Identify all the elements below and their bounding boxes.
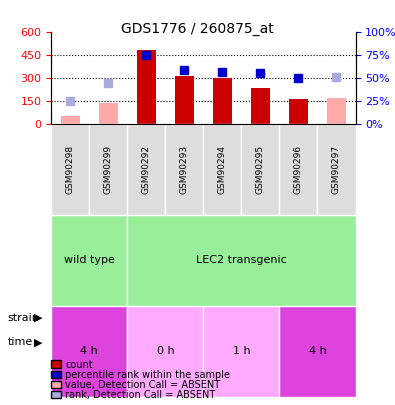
Bar bbox=[251, 88, 270, 124]
Bar bbox=[137, 49, 156, 124]
Text: ▶: ▶ bbox=[34, 337, 42, 347]
Text: GSM90297: GSM90297 bbox=[332, 145, 341, 194]
FancyBboxPatch shape bbox=[318, 124, 356, 215]
Text: 4 h: 4 h bbox=[81, 346, 98, 356]
Text: GSM90298: GSM90298 bbox=[66, 145, 75, 194]
FancyBboxPatch shape bbox=[51, 124, 89, 215]
FancyBboxPatch shape bbox=[241, 124, 279, 215]
Text: GSM90294: GSM90294 bbox=[218, 145, 227, 194]
Text: strain: strain bbox=[8, 313, 40, 323]
Text: 0 h: 0 h bbox=[156, 346, 174, 356]
FancyBboxPatch shape bbox=[203, 124, 241, 215]
Bar bbox=[289, 99, 308, 124]
Text: GSM90299: GSM90299 bbox=[104, 145, 113, 194]
Bar bbox=[175, 76, 194, 124]
Text: 1 h: 1 h bbox=[233, 346, 250, 356]
FancyBboxPatch shape bbox=[279, 124, 318, 215]
Bar bbox=[213, 78, 232, 124]
Text: GSM90293: GSM90293 bbox=[180, 145, 189, 194]
Text: GSM90295: GSM90295 bbox=[256, 145, 265, 194]
Text: 4 h: 4 h bbox=[308, 346, 326, 356]
FancyBboxPatch shape bbox=[51, 306, 127, 397]
Bar bbox=[99, 102, 118, 124]
Text: wild type: wild type bbox=[64, 255, 115, 265]
FancyBboxPatch shape bbox=[127, 124, 166, 215]
FancyBboxPatch shape bbox=[89, 124, 127, 215]
Text: value, Detection Call = ABSENT: value, Detection Call = ABSENT bbox=[65, 380, 220, 390]
FancyBboxPatch shape bbox=[279, 306, 356, 397]
FancyBboxPatch shape bbox=[127, 306, 203, 397]
Text: GSM90292: GSM90292 bbox=[142, 145, 151, 194]
FancyBboxPatch shape bbox=[166, 124, 203, 215]
FancyBboxPatch shape bbox=[51, 215, 127, 306]
FancyBboxPatch shape bbox=[127, 215, 356, 306]
Text: rank, Detection Call = ABSENT: rank, Detection Call = ABSENT bbox=[65, 390, 215, 400]
Text: GDS1776 / 260875_at: GDS1776 / 260875_at bbox=[121, 22, 274, 36]
Text: percentile rank within the sample: percentile rank within the sample bbox=[65, 370, 230, 379]
Text: time: time bbox=[8, 337, 33, 347]
Text: count: count bbox=[65, 360, 93, 369]
Text: GSM90296: GSM90296 bbox=[294, 145, 303, 194]
Bar bbox=[61, 116, 80, 124]
Text: LEC2 transgenic: LEC2 transgenic bbox=[196, 255, 287, 265]
Bar bbox=[327, 98, 346, 124]
Text: ▶: ▶ bbox=[34, 313, 42, 323]
FancyBboxPatch shape bbox=[203, 306, 279, 397]
